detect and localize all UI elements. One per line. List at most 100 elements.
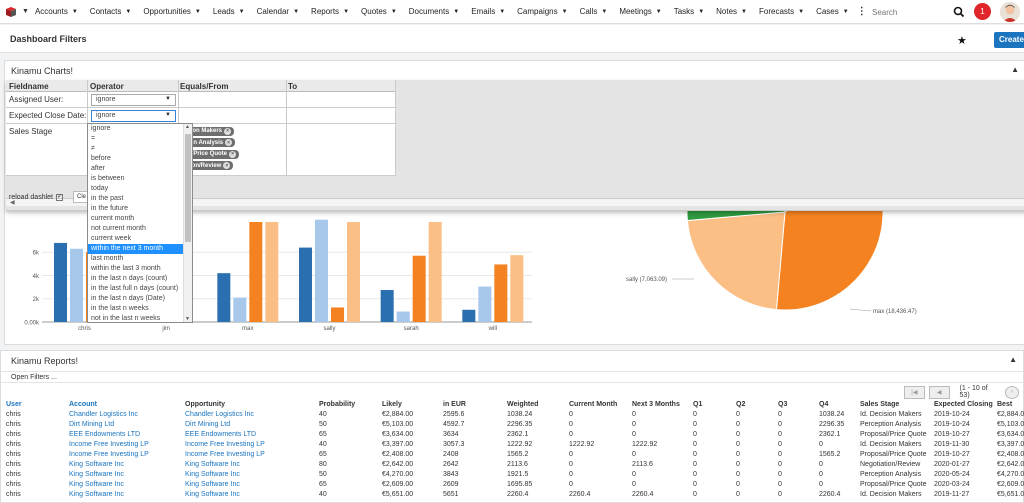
bar[interactable] bbox=[315, 219, 328, 322]
dropdown-option[interactable]: last month bbox=[91, 255, 124, 262]
dropdown-option[interactable]: in the last n weeks bbox=[91, 305, 149, 312]
table-cell[interactable]: King Software Inc bbox=[69, 491, 124, 498]
bar[interactable] bbox=[331, 307, 344, 322]
dropdown-option[interactable]: current month bbox=[91, 215, 135, 222]
dropdown-option[interactable]: ignore bbox=[91, 125, 111, 132]
nav-item-cases[interactable]: Cases ▼ bbox=[816, 7, 849, 16]
dropdown-scrollbar[interactable]: ▲ ▼ bbox=[183, 124, 192, 322]
search-icon[interactable] bbox=[953, 5, 965, 19]
column-header-user[interactable]: User bbox=[6, 401, 22, 408]
dropdown-option[interactable]: ≠ bbox=[91, 145, 95, 152]
table-cell[interactable]: EEE Endowments LTD bbox=[185, 431, 257, 438]
nav-item-leads[interactable]: Leads ▼ bbox=[213, 7, 245, 16]
table-cell[interactable]: EEE Endowments LTD bbox=[69, 431, 141, 438]
prev-page-icon[interactable]: ◀ bbox=[928, 385, 950, 399]
create-button[interactable]: Create bbox=[994, 32, 1024, 48]
dropdown-option[interactable]: before bbox=[91, 155, 111, 162]
bar[interactable] bbox=[478, 286, 492, 322]
column-header-in-eur[interactable]: in EUR bbox=[443, 401, 466, 408]
column-header-q4[interactable]: Q4 bbox=[819, 401, 829, 408]
table-cell[interactable]: King Software Inc bbox=[185, 471, 240, 478]
column-header-best[interactable]: Best bbox=[997, 401, 1013, 408]
bar[interactable] bbox=[233, 297, 247, 322]
column-header-weighted[interactable]: Weighted bbox=[507, 401, 539, 408]
bar[interactable] bbox=[347, 222, 360, 322]
column-header-next-3-months[interactable]: Next 3 Months bbox=[632, 401, 680, 408]
nav-item-contacts[interactable]: Contacts ▼ bbox=[90, 7, 132, 16]
column-header-expected-closing[interactable]: Expected Closing bbox=[934, 401, 993, 408]
pie-slice[interactable] bbox=[775, 205, 884, 311]
operator-dropdown-list[interactable]: ignore = ≠ before after is between today in the… bbox=[87, 123, 193, 323]
horizontal-scrollbar[interactable]: ◀ bbox=[6, 198, 1024, 206]
dropdown-option[interactable]: = bbox=[91, 135, 96, 142]
pie-slice[interactable] bbox=[686, 211, 786, 311]
sales-stage-chip[interactable]: Proposal/Price Quote × bbox=[163, 149, 240, 159]
dropdown-option[interactable]: within the next 3 month bbox=[88, 244, 192, 254]
table-cell[interactable]: Dirt Mining Ltd bbox=[185, 421, 231, 428]
dropdown-option[interactable]: after bbox=[91, 165, 106, 172]
table-cell[interactable]: King Software Inc bbox=[185, 491, 240, 498]
collapse-caret-icon[interactable]: ▲ bbox=[1009, 355, 1017, 364]
app-logo-icon[interactable] bbox=[0, 0, 22, 24]
bar[interactable] bbox=[396, 311, 410, 322]
sales-stage-chip[interactable]: Perception Analysis × bbox=[163, 138, 236, 147]
table-cell[interactable]: Chandler Logistics Inc bbox=[185, 411, 254, 418]
dropdown-option[interactable]: current week bbox=[91, 235, 132, 242]
bar[interactable] bbox=[412, 255, 426, 322]
nav-item-notes[interactable]: Notes ▼ bbox=[716, 7, 747, 16]
bar[interactable] bbox=[494, 264, 508, 322]
bar[interactable] bbox=[510, 255, 524, 322]
remove-chip-icon[interactable]: × bbox=[224, 127, 232, 135]
favorite-star-icon[interactable]: ★ bbox=[957, 35, 967, 47]
scroll-left-icon[interactable]: ◀ bbox=[10, 200, 15, 206]
dropdown-option[interactable]: in the past bbox=[91, 195, 124, 202]
open-filters-link[interactable]: Open Filters ... bbox=[1, 371, 1024, 383]
bar[interactable] bbox=[380, 290, 394, 322]
nav-item-quotes[interactable]: Quotes ▼ bbox=[361, 7, 397, 16]
column-header-probability[interactable]: Probability bbox=[319, 401, 356, 408]
table-cell[interactable]: King Software Inc bbox=[185, 461, 240, 468]
bar[interactable] bbox=[265, 222, 279, 322]
bar[interactable] bbox=[70, 248, 83, 322]
nav-item-calendar[interactable]: Calendar ▼ bbox=[257, 7, 299, 16]
table-cell[interactable]: Income Free Investing LP bbox=[185, 451, 265, 458]
dropdown-option[interactable]: in the last n days (count) bbox=[91, 275, 168, 282]
scrollbar-thumb[interactable] bbox=[185, 134, 191, 242]
nav-item-reports[interactable]: Reports ▼ bbox=[311, 7, 349, 16]
bar[interactable] bbox=[428, 222, 442, 322]
table-cell[interactable]: King Software Inc bbox=[69, 471, 124, 478]
dropdown-option[interactable]: in the future bbox=[91, 205, 128, 212]
assigned-user-operator-select[interactable]: ignore ▼ bbox=[91, 94, 176, 106]
bar[interactable] bbox=[54, 242, 67, 322]
first-page-icon[interactable]: |◀ bbox=[904, 385, 925, 399]
column-header-likely[interactable]: Likely bbox=[382, 401, 402, 408]
nav-item-calls[interactable]: Calls ▼ bbox=[580, 7, 608, 16]
dropdown-option[interactable]: not current month bbox=[91, 225, 146, 232]
next-page-icon[interactable]: › bbox=[1005, 385, 1019, 399]
nav-item-emails[interactable]: Emails ▼ bbox=[471, 7, 505, 16]
dropdown-option[interactable]: is between bbox=[91, 175, 125, 182]
bar[interactable] bbox=[249, 222, 263, 322]
dropdown-option[interactable]: within the last 3 month bbox=[91, 265, 161, 272]
search-input[interactable] bbox=[866, 3, 948, 21]
nav-item-meetings[interactable]: Meetings ▼ bbox=[619, 7, 661, 16]
sales-stage-chip[interactable]: Negotiation/Review × bbox=[163, 161, 234, 170]
column-header-q1[interactable]: Q1 bbox=[693, 401, 703, 408]
table-cell[interactable]: King Software Inc bbox=[69, 461, 124, 468]
bar[interactable] bbox=[462, 309, 476, 322]
nav-item-forecasts[interactable]: Forecasts ▼ bbox=[759, 7, 804, 16]
nav-item-opportunities[interactable]: Opportunities ▼ bbox=[143, 7, 201, 16]
sales-stage-chip[interactable]: Id. Decision Makers × bbox=[163, 126, 235, 136]
more-menu-icon[interactable]: ⋮ bbox=[856, 6, 867, 17]
table-cell[interactable]: Income Free Investing LP bbox=[69, 441, 149, 448]
collapse-caret-icon[interactable]: ▲ bbox=[1011, 65, 1019, 74]
column-header-q3[interactable]: Q3 bbox=[778, 401, 788, 408]
scroll-up-icon[interactable]: ▲ bbox=[185, 124, 190, 130]
remove-chip-icon[interactable]: × bbox=[223, 162, 231, 169]
table-cell[interactable]: King Software Inc bbox=[185, 481, 240, 488]
table-cell[interactable]: Dirt Mining Ltd bbox=[69, 421, 115, 428]
dropdown-option[interactable]: in the last full n days (count) bbox=[91, 285, 179, 292]
scroll-down-icon[interactable]: ▼ bbox=[185, 316, 190, 322]
dropdown-option[interactable]: not in the last n weeks bbox=[91, 315, 161, 322]
nav-item-tasks[interactable]: Tasks ▼ bbox=[674, 7, 704, 16]
